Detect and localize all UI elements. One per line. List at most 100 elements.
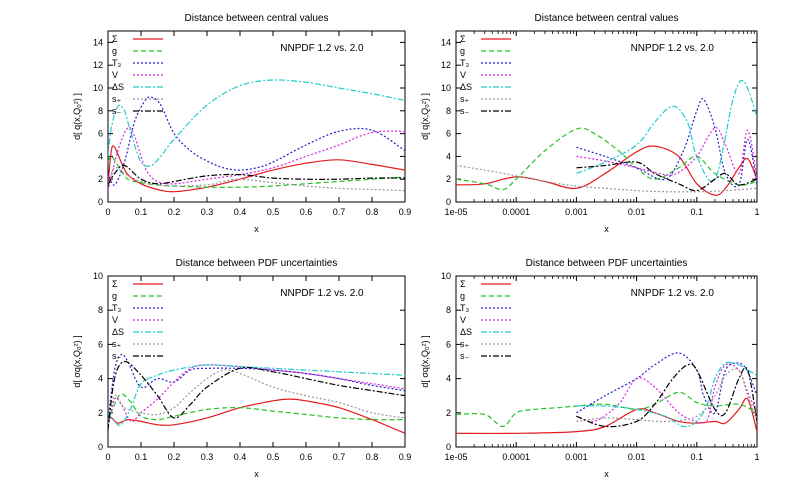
series-line-5: [108, 364, 405, 427]
x-tick-label: 0.0001: [502, 452, 530, 462]
chart-title: Distance between PDF uncertainties: [526, 258, 688, 269]
chart-title: Distance between central values: [185, 13, 329, 24]
series-line-5: [576, 79, 757, 182]
legend-label: V: [460, 315, 466, 325]
x-axis-label: x: [254, 224, 259, 234]
x-tick-label: 0.5: [267, 452, 280, 462]
series-line-6: [576, 368, 757, 423]
plot-frame: [455, 30, 758, 203]
x-tick-label: 0.001: [565, 452, 588, 462]
legend-label: s₋: [112, 351, 122, 361]
y-tick-label: 10: [93, 83, 103, 93]
chart-panel-3: Distance between PDF uncertainties 0 0.1 0.…: [72, 258, 411, 479]
legend-label: V: [112, 70, 118, 80]
legend-label: ΔS: [460, 327, 472, 337]
x-tick-label: 0.8: [366, 207, 379, 217]
y-axis-label: d[ q(x,Q₀²) ]: [72, 93, 82, 140]
series-line-1: [108, 398, 405, 434]
legend-label: s₊: [460, 339, 470, 349]
chart-panel-2: Distance between central values 1e-05 0.00…: [420, 13, 760, 234]
y-tick-label: 0: [446, 197, 451, 207]
y-tick-label: 2: [446, 174, 451, 184]
y-axis-label: d[ q(x,Q₀²) ]: [420, 93, 430, 140]
plot-frame: [455, 275, 758, 448]
x-tick-label: 0.001: [565, 207, 588, 217]
annotation-label: NNPDF 1.2 vs. 2.0: [631, 43, 715, 54]
y-tick-label: 10: [441, 83, 451, 93]
legend-label: V: [112, 315, 118, 325]
y-axis-label: d[ σq(x,Q₀²) ]: [72, 335, 82, 387]
series-line-7: [108, 164, 405, 186]
y-tick-label: 4: [98, 151, 103, 161]
x-tick-label: 0: [105, 207, 110, 217]
series-line-7: [108, 360, 405, 430]
series-line-3: [108, 96, 405, 186]
legend-label: s₊: [460, 94, 470, 104]
legend-label: ΔS: [460, 82, 472, 92]
series-line-7: [576, 161, 757, 192]
y-tick-label: 2: [98, 408, 103, 418]
chart-panel-1: Distance between central values 0 0.1 0.2 0.…: [72, 13, 411, 234]
x-tick-label: 0.4: [234, 207, 247, 217]
x-tick-label: 0.01: [628, 452, 646, 462]
series-line-4: [108, 364, 405, 427]
y-tick-label: 8: [98, 106, 103, 116]
legend-label: g: [112, 46, 117, 56]
legend-label: T₃: [112, 303, 121, 313]
y-tick-label: 8: [446, 305, 451, 315]
legend-label: s₋: [112, 106, 122, 116]
legend-label: ΔS: [112, 327, 124, 337]
x-tick-label: 0.8: [366, 452, 379, 462]
series-line-7: [576, 363, 757, 428]
x-axis-label: x: [604, 224, 609, 234]
x-tick-label: 0.1: [135, 452, 148, 462]
x-tick-label: 1: [754, 207, 759, 217]
series-line-3: [576, 98, 757, 188]
y-tick-label: 0: [98, 442, 103, 452]
series-line-2: [108, 393, 405, 422]
x-tick-label: 0.01: [628, 207, 646, 217]
legend-label: s₊: [112, 94, 122, 104]
y-tick-label: 4: [98, 374, 103, 384]
y-tick-label: 6: [446, 129, 451, 139]
legend-label: V: [460, 70, 466, 80]
y-tick-label: 6: [98, 339, 103, 349]
legend-label: g: [460, 291, 465, 301]
legend-label: s₋: [460, 351, 470, 361]
x-tick-label: 0.7: [333, 207, 346, 217]
chart-title: Distance between central values: [535, 13, 679, 24]
legend-label: Σ: [112, 279, 118, 289]
legend-label: s₊: [112, 339, 122, 349]
x-tick-label: 0: [105, 452, 110, 462]
legend-label: T₃: [460, 303, 469, 313]
y-tick-label: 8: [98, 305, 103, 315]
x-axis-label: x: [604, 469, 609, 479]
y-tick-label: 4: [446, 151, 451, 161]
series-line-3: [108, 353, 405, 422]
x-tick-label: 0.7: [333, 452, 346, 462]
plot-frame: [107, 275, 406, 448]
annotation-label: NNPDF 1.2 vs. 2.0: [631, 288, 715, 299]
x-axis-label: x: [254, 469, 259, 479]
x-tick-label: 0.3: [201, 452, 214, 462]
legend-label: g: [460, 46, 465, 56]
x-tick-label: 1: [754, 452, 759, 462]
series-line-2: [108, 155, 405, 188]
y-tick-label: 0: [446, 442, 451, 452]
y-tick-label: 12: [441, 60, 451, 70]
y-tick-label: 12: [93, 60, 103, 70]
x-tick-label: 0.1: [691, 207, 704, 217]
series-line-6: [456, 164, 757, 193]
y-tick-label: 8: [446, 106, 451, 116]
y-tick-label: 10: [93, 271, 103, 281]
series-line-5: [108, 79, 405, 167]
x-tick-label: 0.5: [267, 207, 280, 217]
series-line-6: [108, 166, 405, 192]
annotation-label: NNPDF 1.2 vs. 2.0: [280, 288, 364, 299]
y-tick-label: 6: [98, 129, 103, 139]
y-tick-label: 6: [446, 339, 451, 349]
legend-label: ΔS: [112, 82, 124, 92]
legend-label: s₋: [460, 106, 470, 116]
